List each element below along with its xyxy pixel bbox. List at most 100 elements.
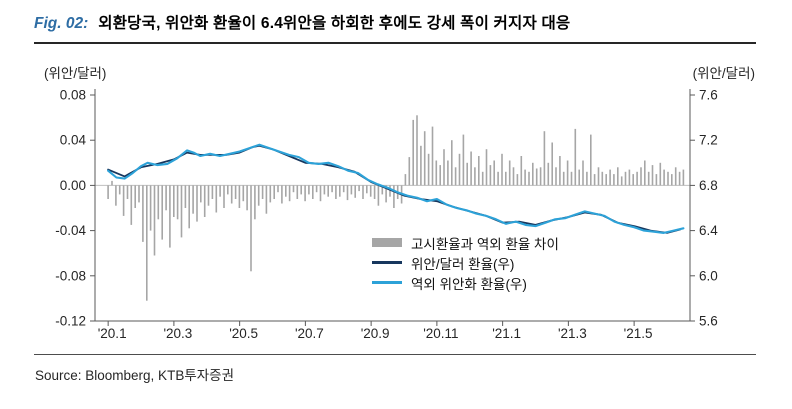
diff-bar: [447, 160, 449, 186]
diff-bar: [524, 169, 526, 186]
diff-bar: [632, 174, 634, 186]
diff-bar: [184, 185, 187, 208]
diff-bar: [366, 185, 368, 194]
diff-bar: [470, 151, 472, 186]
diff-bar: [257, 185, 260, 206]
diff-bar: [304, 185, 306, 202]
diff-bar: [674, 167, 677, 186]
diff-bar: [261, 185, 264, 199]
diff-bar: [435, 160, 438, 186]
diff-bar: [203, 185, 206, 217]
diff-bar: [300, 185, 302, 195]
diff-bar: [582, 160, 584, 186]
diff-bar: [130, 185, 133, 225]
diff-bar: [624, 171, 627, 186]
left-axis-tick-label: -0.04: [55, 223, 86, 238]
diff-bar: [223, 185, 225, 208]
diff-bar: [532, 162, 534, 186]
right-axis-tick-label: 5.6: [699, 314, 718, 329]
diff-bar: [115, 185, 117, 206]
diff-bar: [165, 185, 167, 211]
diff-bar: [346, 185, 349, 201]
diff-bar: [659, 162, 662, 186]
left-axis-tick-label: 0.08: [60, 88, 86, 103]
diff-bar: [601, 171, 604, 186]
legend-item-cny-fixing: 위안/달러 환율(우): [372, 254, 559, 272]
diff-bar: [593, 174, 596, 186]
diff-bar: [327, 185, 329, 197]
diff-bar: [551, 142, 553, 186]
diff-bar: [277, 185, 279, 193]
diff-bar: [667, 171, 669, 186]
diff-bar: [562, 171, 565, 186]
diff-bar: [393, 185, 395, 208]
figure-number-label: Fig. 02:: [34, 15, 89, 32]
diff-bar: [423, 131, 426, 186]
diff-bar: [254, 185, 256, 220]
legend-label-cny-fixing: 위안/달러 환율(우): [411, 256, 515, 272]
diff-bar: [134, 185, 136, 208]
x-axis-tick-label: '21.1: [492, 326, 521, 341]
diff-bar: [474, 167, 476, 186]
diff-bar: [246, 185, 248, 211]
diff-bar: [146, 185, 148, 301]
diff-bar: [547, 162, 550, 186]
diff-bar: [431, 126, 434, 186]
diff-bar: [292, 185, 295, 193]
diff-bar: [118, 185, 121, 195]
diff-bar: [373, 185, 376, 199]
diff-bar: [342, 185, 345, 193]
right-axis-tick-label: 7.2: [699, 133, 718, 148]
diff-bar: [315, 185, 318, 193]
left-axis-tick-label: 0.04: [60, 133, 87, 148]
legend-navy-line-swatch: [372, 261, 402, 264]
diff-bar: [678, 171, 681, 186]
diff-bar: [559, 156, 561, 186]
diff-bar: [609, 169, 611, 186]
diff-bar: [288, 185, 291, 202]
figure-header: Fig. 02: 외환당국, 위안화 환율이 6.4위안을 하회한 후에도 강세 …: [34, 13, 756, 35]
diff-bar: [354, 185, 356, 198]
diff-bar: [122, 185, 125, 216]
diff-bar: [188, 185, 190, 229]
diff-bar: [451, 140, 453, 186]
diff-bar: [574, 128, 577, 186]
x-axis-tick-label: '20.11: [423, 326, 458, 341]
diff-bar: [586, 171, 588, 186]
title-divider: [34, 42, 756, 44]
right-axis-unit-label: (위안/달러): [692, 66, 755, 81]
x-axis-tick-label: '20.7: [295, 326, 324, 341]
diff-bar: [478, 156, 480, 186]
diff-bar: [420, 145, 422, 186]
diff-bar: [215, 185, 218, 213]
diff-bar: [617, 167, 619, 186]
diff-bar: [192, 185, 194, 214]
diff-bar: [369, 185, 372, 197]
legend-blue-line-swatch: [372, 281, 402, 284]
diff-bar: [439, 165, 441, 186]
diff-bar: [381, 185, 384, 195]
diff-bar: [312, 185, 314, 199]
diff-bar: [416, 115, 418, 186]
diff-bar: [605, 174, 607, 186]
diff-bar: [227, 185, 229, 195]
left-axis-tick-label: -0.12: [55, 314, 86, 329]
diff-bar: [149, 185, 152, 231]
diff-bar: [497, 171, 499, 186]
diff-bar: [377, 185, 380, 206]
diff-bar: [207, 185, 210, 206]
diff-bar: [362, 185, 364, 199]
diff-bar: [111, 180, 113, 186]
offshore-cnh-line: [107, 143, 685, 234]
diff-bar: [404, 174, 407, 186]
diff-bar: [493, 160, 495, 186]
diff-bar: [570, 171, 573, 186]
source-note: Source: Bloomberg, KTB투자증권: [35, 368, 234, 383]
diff-bar: [505, 171, 507, 186]
diff-bar: [107, 185, 109, 199]
diff-bar: [466, 162, 468, 186]
diff-bar: [296, 185, 299, 199]
diff-bar: [508, 160, 511, 186]
diff-bar: [528, 171, 530, 186]
diff-bar: [161, 185, 163, 240]
